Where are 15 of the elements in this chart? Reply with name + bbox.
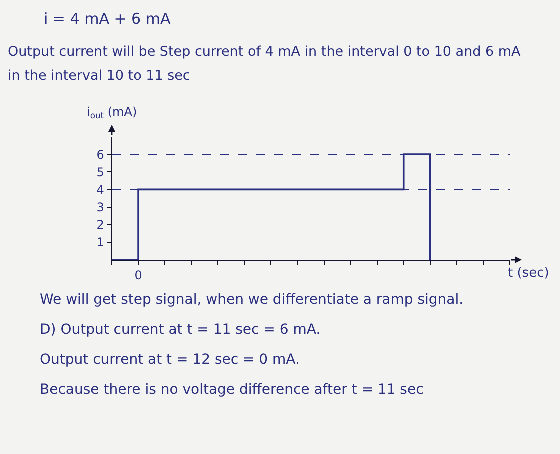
chart-subtitle: Output current will be Step current of 4 mA in the interval 0 to 10 and 6 mA in the interval 10 to 11 sec bbox=[8, 43, 522, 86]
text: D) Output current at t = 11 sec = 6 mA. bbox=[40, 321, 321, 340]
y-tick-label: 5 bbox=[96, 165, 104, 180]
y-tick-label: 4 bbox=[96, 182, 104, 197]
y-axis-title: i$_{out}$ (mA) bbox=[87, 105, 138, 121]
text: Because there is no voltage difference after t = 11 sec bbox=[40, 381, 424, 400]
x-tick-label: 0 bbox=[134, 268, 142, 283]
y-tick-label: 2 bbox=[96, 218, 104, 232]
x-axis-title: t (sec) bbox=[508, 266, 550, 281]
text: We will get step signal, when we differentiate a ramp signal. bbox=[40, 291, 464, 310]
y-tick-label: 6 bbox=[96, 148, 104, 162]
text: Output current at t = 12 sec = 0 mA. bbox=[40, 351, 300, 370]
y-tick-label: 1 bbox=[96, 236, 104, 250]
y-tick-label: 3 bbox=[96, 200, 104, 214]
chart-title: i = 4 mA + 6 mA bbox=[44, 10, 171, 28]
